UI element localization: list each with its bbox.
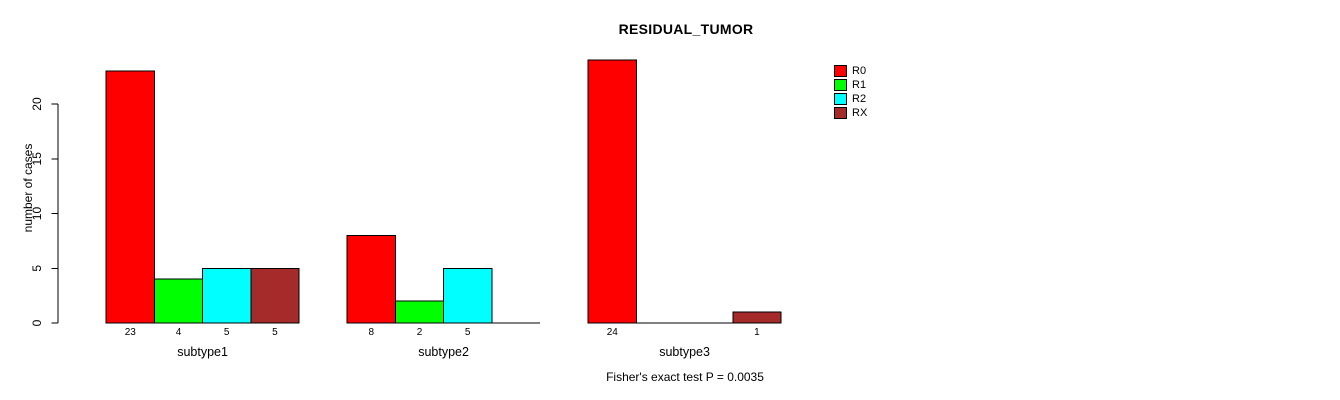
legend-item-RX: RX	[834, 107, 867, 119]
bar-subtype2-R2	[443, 267, 493, 324]
chart-title: RESIDUAL_TUMOR	[618, 21, 754, 37]
x-category-label: subtype2	[418, 345, 469, 359]
bar-subtype2-R1	[394, 300, 445, 324]
legend-item-R2: R2	[834, 93, 867, 105]
bar-subtype3-RX	[732, 311, 782, 324]
y-tick-label: 5	[30, 265, 44, 272]
bar-value-label: 23	[125, 327, 137, 338]
legend-label: R0	[852, 65, 867, 77]
bar-value-label: 8	[369, 327, 375, 338]
legend-swatch-R1	[834, 79, 847, 91]
bar-value-label: 1	[754, 327, 760, 338]
bar-subtype3-R0	[587, 59, 637, 324]
bar-value-label: 5	[465, 327, 471, 338]
bar-value-label: 4	[176, 327, 182, 338]
legend-label: R2	[852, 93, 867, 105]
legend-label: R1	[852, 79, 867, 91]
bar-value-label: 5	[224, 327, 230, 338]
bar-subtype1-RX	[250, 267, 300, 324]
bar-subtype1-R0	[105, 70, 155, 324]
legend-swatch-RX	[834, 107, 847, 119]
bar-subtype1-R2	[202, 267, 252, 324]
bar-subtype2-R0	[346, 234, 396, 324]
legend-swatch-R0	[834, 65, 847, 77]
bar-value-label: 2	[417, 327, 423, 338]
y-tick-label: 15	[30, 152, 44, 166]
legend-item-R1: R1	[834, 79, 867, 91]
fisher-test-annotation: Fisher's exact test P = 0.0035	[606, 370, 764, 384]
legend-swatch-R2	[834, 93, 847, 105]
x-category-label: subtype3	[659, 345, 710, 359]
x-category-label: subtype1	[177, 345, 228, 359]
legend-label: RX	[852, 107, 868, 119]
y-tick-label: 0	[30, 319, 44, 326]
bar-value-label: 5	[272, 327, 278, 338]
bar-subtype1-R1	[153, 278, 204, 324]
y-tick-label: 10	[30, 207, 44, 221]
legend-item-R0: R0	[834, 65, 867, 77]
bar-value-label: 24	[607, 327, 619, 338]
y-tick-label: 20	[30, 97, 44, 111]
legend: R0 R1 R2 RX	[834, 65, 867, 121]
